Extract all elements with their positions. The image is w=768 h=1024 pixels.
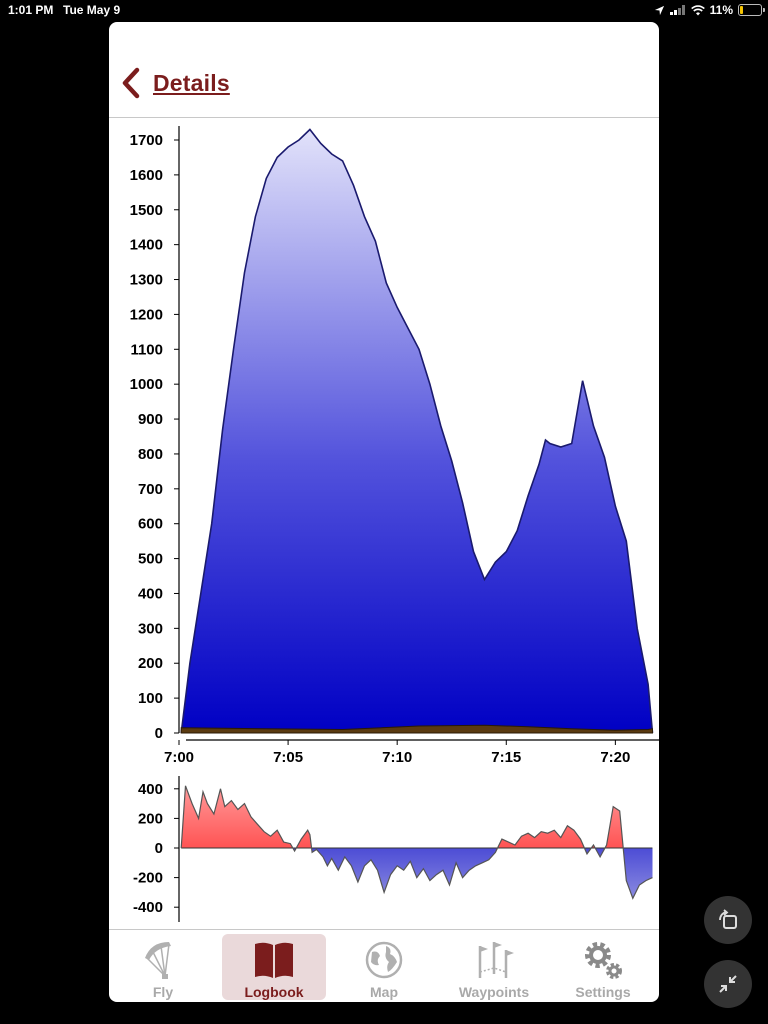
y-tick-label: 0 [155,725,163,742]
tab-waypoints-label: Waypoints [458,984,530,1000]
y-tick-label: 600 [138,516,163,533]
wifi-icon [690,4,705,15]
x-tick-label: 7:10 [382,749,412,766]
tab-map[interactable]: Map [332,934,436,1000]
altitude-chart: 1700160015001400130012001100100090080070… [130,126,659,766]
paraglider-icon [145,942,171,979]
y-tick-label: 400 [138,585,163,602]
chevron-left-icon [122,67,140,99]
status-bar: 1:01 PM Tue May 9 11% [0,0,768,20]
y-tick-label: 1500 [130,202,163,219]
y-tick-label: 500 [138,551,163,568]
battery-percent: 11% [709,3,733,17]
battery-icon [738,4,765,16]
altitude-line [180,128,654,734]
y-tick-label: 1700 [130,132,163,149]
cellular-signal-icon [669,5,685,15]
climb-area [181,785,653,848]
tab-map-label: Map [370,984,398,1000]
y-tick-label: 1200 [130,306,163,323]
x-tick-label: 7:20 [600,749,630,766]
location-arrow-icon [654,5,664,15]
flags-icon [478,942,514,978]
vario-y-tick-label: 200 [138,810,163,827]
globe-icon [365,941,403,979]
x-tick-label: 7:05 [273,749,303,766]
altitude-area [181,129,653,733]
tab-settings[interactable]: Settings [551,934,655,1000]
back-button-label: Details [153,69,230,96]
status-date: Tue May 9 [63,3,121,17]
y-tick-label: 700 [138,481,163,498]
y-tick-label: 1000 [130,376,163,393]
y-tick-label: 900 [138,411,163,428]
vertical-speed-line [180,785,653,900]
status-indicators: 11% [654,3,765,17]
tab-bar: Fly Logbook Map Waypoints [109,929,659,1002]
tab-waypoints[interactable]: Waypoints [442,934,546,1000]
vertical-speed-chart: 400 200 0 -200 -400 [133,776,653,922]
gear-icon [585,942,622,979]
status-time: 1:01 PM [8,3,54,17]
tab-fly[interactable]: Fly [111,934,215,1000]
rotate-icon [719,909,737,929]
vario-y-tick-label: 400 [138,781,163,798]
shrink-button[interactable] [704,960,752,1008]
tab-settings-label: Settings [575,984,631,1000]
y-tick-label: 800 [138,446,163,463]
navigation-bar: Details [109,22,659,118]
x-tick-label: 7:15 [491,749,521,766]
y-tick-label: 1400 [130,237,163,254]
tab-fly-label: Fly [152,984,174,1000]
shrink-icon [719,975,737,993]
y-tick-label: 1100 [130,341,163,358]
tab-logbook[interactable]: Logbook [222,934,326,1000]
rotate-button[interactable] [704,896,752,944]
back-button[interactable]: Details [119,67,230,99]
x-tick-label: 7:00 [164,749,194,766]
vario-y-tick-label: -400 [133,899,163,916]
terrain-area [180,724,653,734]
y-tick-label: 200 [138,655,163,672]
y-tick-label: 300 [138,620,163,637]
book-icon [255,942,293,978]
sink-area [181,848,653,899]
vario-y-tick-label: -200 [133,870,163,887]
vario-y-tick-label: 0 [155,840,163,857]
y-tick-label: 100 [138,690,163,707]
tab-logbook-label: Logbook [244,984,304,1000]
y-tick-label: 1600 [130,167,163,184]
details-panel: Details 1700 1600 1500 1400 1300 1200 1100 1000… [109,22,659,1002]
y-tick-label: 1300 [130,272,163,289]
